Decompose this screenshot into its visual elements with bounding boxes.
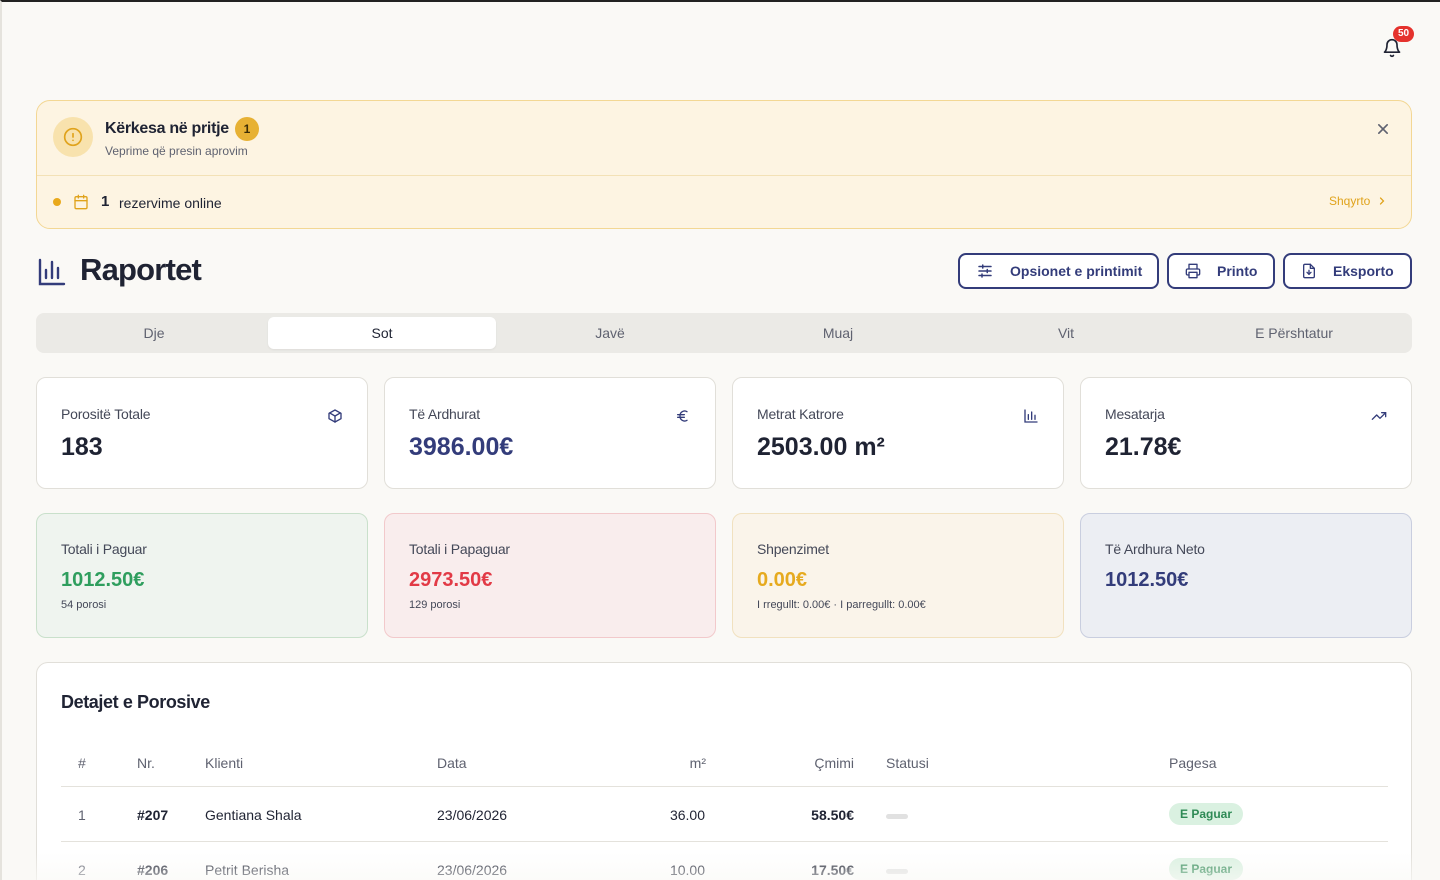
stat-value: 3986.00€ — [409, 433, 514, 461]
stat-label: Porositë Totale — [61, 406, 151, 422]
alert-icon-wrap — [53, 117, 93, 157]
review-link[interactable]: Shqyrto — [1329, 194, 1388, 208]
trending-up-icon — [1371, 412, 1387, 420]
status-dot — [53, 198, 61, 206]
table-row[interactable]: 1 #207 Gentiana Shala 23/06/2026 36.00 5… — [61, 787, 1388, 842]
file-download-icon — [1303, 263, 1315, 279]
column-header-number: Nr. — [137, 755, 155, 771]
status-indicator — [886, 814, 908, 819]
stat-label: Mesatarja — [1105, 406, 1165, 422]
print-options-label: Opsionet e printimit — [1010, 263, 1143, 279]
order-m2: 36.00 — [669, 807, 705, 823]
summary-note: I rregullt: 0.00€ · I parregullt: 0.00€ — [757, 599, 926, 611]
euro-icon — [677, 410, 688, 422]
sliders-icon — [978, 264, 992, 278]
period-tabs: Dje Sot Javë Muaj Vit E Përshtatur — [36, 313, 1412, 353]
column-header-payment: Pagesa — [1169, 755, 1217, 771]
table-header-divider — [61, 786, 1388, 787]
review-link-label: Shqyrto — [1329, 194, 1371, 208]
summary-note: 54 porosi — [61, 599, 107, 611]
summary-label: Të Ardhura Neto — [1105, 541, 1205, 557]
alert-title: Kërkesa në pritje — [105, 120, 229, 137]
stat-card-square-meters: Metrat Katrore 2503.00 m² — [732, 377, 1064, 489]
alert-circle-icon — [63, 127, 83, 147]
top-bar: 50 — [2, 2, 1440, 82]
summary-value: 1012.50€ — [61, 569, 145, 591]
status-indicator — [886, 869, 908, 874]
stat-value: 183 — [61, 433, 103, 461]
alert-subtitle: Veprime që presin aprovim — [105, 144, 248, 158]
summary-card-unpaid: Totali i Papaguar 2973.50€ 129 porosi — [384, 513, 716, 638]
summary-label: Totali i Paguar — [61, 541, 147, 557]
stat-value: 21.78€ — [1105, 433, 1182, 461]
summary-card-net-revenue: Të Ardhura Neto 1012.50€ — [1080, 513, 1412, 638]
tab-week[interactable]: Javë — [595, 325, 625, 341]
package-icon — [328, 409, 342, 423]
close-icon[interactable] — [1373, 119, 1393, 139]
bar-chart-icon — [1024, 409, 1038, 423]
payment-badge: E Paguar — [1169, 858, 1244, 880]
summary-card-expenses: Shpenzimet 0.00€ I rregullt: 0.00€ · I p… — [732, 513, 1064, 638]
column-header-client: Klienti — [205, 755, 244, 771]
order-m2: 10.00 — [669, 862, 705, 878]
bar-chart-icon — [38, 258, 66, 286]
tab-month[interactable]: Muaj — [822, 325, 854, 341]
pending-requests-alert: Kërkesa në pritje 1 Veprime që presin ap… — [36, 100, 1412, 229]
stat-value: 2503.00 m² — [757, 433, 885, 461]
tab-year[interactable]: Vit — [1057, 325, 1075, 341]
summary-card-paid: Totali i Paguar 1012.50€ 54 porosi — [36, 513, 368, 638]
column-header-index: # — [78, 755, 86, 771]
stat-card-average: Mesatarja 21.78€ — [1080, 377, 1412, 489]
stat-card-revenue: Të Ardhurat 3986.00€ — [384, 377, 716, 489]
print-label: Printo — [1217, 263, 1258, 279]
printer-icon — [1185, 263, 1201, 279]
calendar-icon — [74, 194, 88, 210]
stat-label: Të Ardhurat — [409, 406, 480, 422]
tab-today[interactable]: Sot — [268, 317, 496, 349]
order-price: 58.50€ — [811, 807, 854, 823]
order-number: #206 — [137, 862, 169, 878]
client-name: Gentiana Shala — [205, 807, 302, 823]
tab-yesterday[interactable]: Dje — [143, 325, 165, 341]
payment-badge: E Paguar — [1169, 803, 1244, 825]
column-header-date: Data — [437, 755, 467, 771]
column-header-price: Çmimi — [814, 755, 854, 771]
summary-note: 129 porosi — [409, 599, 461, 611]
page-title: Raportet — [80, 252, 202, 287]
notification-badge: 50 — [1393, 26, 1414, 42]
order-price: 17.50€ — [811, 862, 854, 878]
bell-icon[interactable] — [1382, 38, 1402, 58]
print-button[interactable]: Printo — [1167, 253, 1275, 289]
order-details-title: Detajet e Porosive — [61, 692, 210, 712]
row-index: 1 — [78, 807, 86, 823]
alert-divider — [37, 175, 1411, 176]
order-details-panel: Detajet e Porosive # Nr. Klienti Data m²… — [36, 662, 1412, 880]
row-index: 2 — [78, 862, 86, 878]
summary-label: Shpenzimet — [757, 541, 829, 557]
summary-label: Totali i Papaguar — [409, 541, 510, 557]
order-date: 23/06/2026 — [437, 862, 508, 878]
chevron-right-icon — [1380, 197, 1385, 205]
client-name: Petrit Berisha — [205, 862, 290, 878]
export-label: Eksporto — [1333, 263, 1394, 279]
export-button[interactable]: Eksporto — [1283, 253, 1412, 289]
order-date: 23/06/2026 — [437, 807, 508, 823]
summary-value: 0.00€ — [757, 569, 808, 591]
column-header-m2: m² — [689, 755, 706, 771]
column-header-status: Statusi — [886, 755, 929, 771]
alert-count-badge: 1 — [235, 117, 259, 141]
table-row[interactable]: 2 #206 Petrit Berisha 23/06/2026 10.00 1… — [61, 842, 1388, 880]
stat-label: Metrat Katrore — [757, 406, 844, 422]
online-reservations-label: rezervime online — [119, 195, 222, 211]
online-reservations-count: 1 — [101, 193, 110, 210]
stat-card-total-orders: Porositë Totale 183 — [36, 377, 368, 489]
summary-value: 1012.50€ — [1105, 569, 1189, 591]
summary-value: 2973.50€ — [409, 569, 493, 591]
tab-custom[interactable]: E Përshtatur — [1255, 325, 1333, 341]
print-options-button[interactable]: Opsionet e printimit — [958, 253, 1159, 289]
order-number: #207 — [137, 807, 169, 823]
